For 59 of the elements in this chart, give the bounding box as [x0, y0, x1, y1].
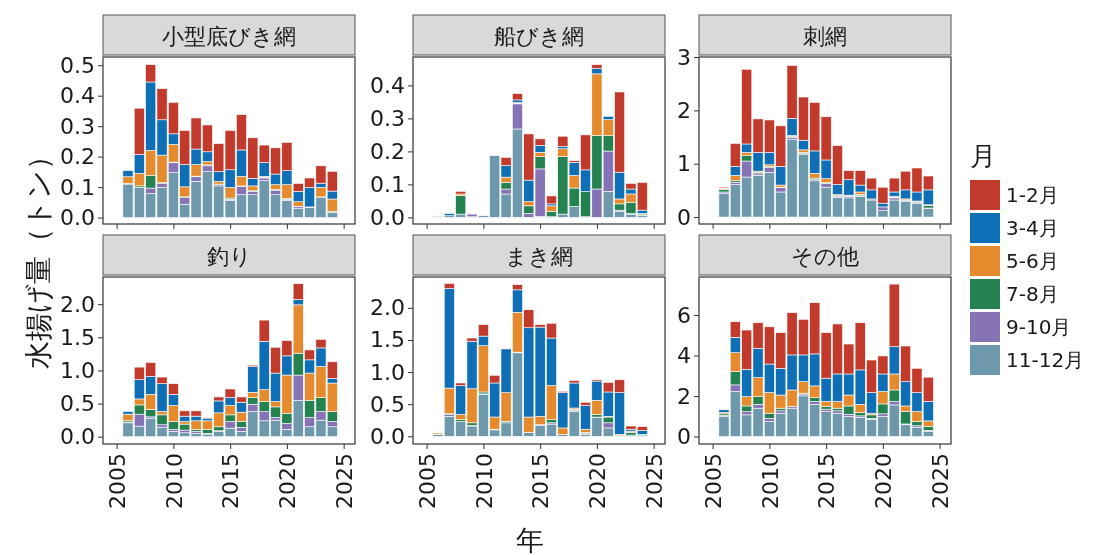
x-tick-label: 2025: [641, 453, 667, 509]
y-tick-label: 0.5: [370, 391, 405, 417]
chart-title: 船びき網: [494, 23, 584, 49]
y-tick-label: 0.4: [60, 83, 95, 109]
y-tick-label: 2: [677, 97, 691, 123]
chart-title: その他: [791, 243, 859, 269]
y-tick-label: 0: [677, 204, 691, 230]
y-tick-label: 0.0: [370, 423, 405, 449]
x-axis-title: 年: [516, 523, 544, 555]
legend-label: 9-10月: [1006, 315, 1072, 339]
legend-label: 7-8月: [1006, 282, 1059, 306]
x-tick-label: 2010: [161, 453, 187, 509]
x-tick-label: 2015: [528, 453, 554, 509]
legend-label: 5-6月: [1006, 249, 1059, 273]
y-tick-label: 0.2: [60, 144, 95, 170]
y-tick-label: 0.1: [370, 171, 405, 197]
y-tick-label: 0.2: [370, 138, 405, 164]
legend-label: 11-12月: [1006, 348, 1085, 372]
y-tick-label: 4: [677, 343, 691, 369]
x-tick-label: 2020: [871, 453, 897, 509]
x-tick-label: 2010: [471, 453, 497, 509]
legend-label: 1-2月: [1006, 183, 1059, 207]
y-tick-label: 2.0: [60, 291, 95, 317]
chart-title: まき網: [505, 243, 573, 269]
y-tick-label: 0.3: [60, 113, 95, 139]
x-tick-label: 2015: [814, 453, 840, 509]
y-axis-title: 水揚げ量（トン）: [21, 141, 55, 369]
y-tick-label: 1.0: [370, 359, 405, 385]
chart-title: 刺網: [803, 23, 847, 49]
y-tick-label: 2.0: [370, 295, 405, 321]
legend-label: 3-4月: [1006, 216, 1059, 240]
y-tick-label: 0.1: [60, 174, 95, 200]
x-tick-label: 2010: [757, 453, 783, 509]
x-tick-label: 2020: [585, 453, 611, 509]
y-tick-label: 0.0: [60, 424, 95, 450]
y-tick-label: 3: [677, 44, 691, 70]
y-tick-label: 1.5: [370, 327, 405, 353]
y-tick-label: 0.4: [370, 72, 405, 98]
chart-title: 釣り: [206, 243, 252, 269]
y-tick-label: 0: [677, 424, 691, 450]
y-tick-label: 1.5: [60, 324, 95, 350]
x-tick-label: 2025: [331, 453, 357, 509]
y-tick-label: 0.3: [370, 105, 405, 131]
y-tick-label: 0.5: [60, 52, 95, 78]
x-tick-label: 2020: [275, 453, 301, 509]
y-tick-label: 6: [677, 302, 691, 328]
y-tick-label: 0.0: [60, 205, 95, 231]
y-tick-label: 1.0: [60, 357, 95, 383]
x-tick-label: 2025: [927, 453, 953, 509]
x-tick-label: 2005: [414, 453, 440, 509]
y-tick-label: 0.5: [60, 391, 95, 417]
x-tick-label: 2015: [218, 453, 244, 509]
chart-title: 小型底びき網: [162, 23, 296, 49]
legend-title: 月: [970, 141, 996, 172]
y-tick-label: 1: [677, 151, 691, 177]
y-tick-label: 0.0: [370, 204, 405, 230]
y-tick-label: 2: [677, 383, 691, 409]
x-tick-label: 2005: [700, 453, 726, 509]
x-tick-label: 2005: [104, 453, 130, 509]
